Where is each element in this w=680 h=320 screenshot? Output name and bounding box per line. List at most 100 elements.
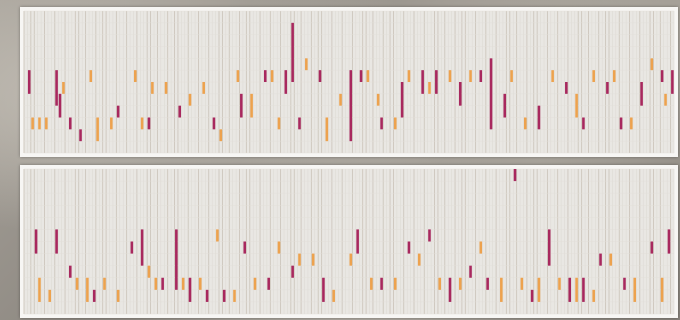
data-segment bbox=[366, 70, 370, 82]
data-segment bbox=[486, 277, 489, 290]
data-segment bbox=[318, 70, 322, 82]
data-segment bbox=[305, 58, 308, 71]
data-segment bbox=[609, 253, 613, 266]
data-segment bbox=[161, 277, 164, 290]
data-segment bbox=[356, 229, 359, 254]
data-segment bbox=[592, 289, 595, 302]
data-segment bbox=[479, 241, 483, 254]
data-segment bbox=[339, 93, 342, 106]
data-segment bbox=[175, 229, 178, 290]
data-segment bbox=[537, 105, 541, 130]
data-segment bbox=[489, 58, 493, 130]
chart-panel-bottom bbox=[20, 165, 678, 318]
data-segment bbox=[325, 117, 329, 142]
data-segment bbox=[154, 277, 158, 290]
data-segment bbox=[582, 117, 585, 130]
data-segment bbox=[79, 129, 82, 142]
data-segment bbox=[92, 289, 96, 302]
data-segment bbox=[147, 117, 151, 130]
data-segment bbox=[68, 265, 72, 278]
data-segment bbox=[311, 253, 315, 266]
data-segment bbox=[458, 82, 462, 106]
data-segment bbox=[380, 277, 383, 290]
data-segment bbox=[448, 70, 452, 82]
data-segment bbox=[359, 70, 363, 82]
data-segment bbox=[68, 117, 72, 130]
data-segment bbox=[298, 253, 301, 266]
data-segment bbox=[349, 70, 353, 142]
data-segment bbox=[421, 70, 424, 94]
data-segment bbox=[38, 277, 41, 302]
data-segment bbox=[270, 70, 274, 82]
data-segment bbox=[277, 117, 281, 130]
data-segment bbox=[599, 253, 602, 266]
data-segment bbox=[393, 117, 397, 130]
data-segment bbox=[575, 93, 578, 118]
data-segment bbox=[537, 277, 541, 302]
chart-bottom-svg bbox=[23, 168, 675, 315]
data-segment bbox=[332, 289, 335, 302]
data-segment bbox=[89, 70, 93, 82]
chart-panel-top bbox=[20, 7, 678, 157]
data-segment bbox=[523, 117, 527, 130]
series-crimson bbox=[34, 169, 671, 302]
data-segment bbox=[34, 229, 38, 254]
data-segment bbox=[267, 277, 270, 290]
data-segment bbox=[45, 117, 48, 130]
data-segment bbox=[263, 70, 267, 82]
gridlines bbox=[23, 10, 675, 154]
data-segment bbox=[349, 253, 353, 266]
data-segment bbox=[31, 117, 34, 130]
gridlines bbox=[23, 168, 675, 315]
data-segment bbox=[575, 277, 578, 302]
data-segment bbox=[551, 70, 554, 82]
data-segment bbox=[435, 70, 438, 94]
data-segment bbox=[503, 93, 507, 118]
data-segment bbox=[513, 169, 517, 182]
data-segment bbox=[233, 289, 236, 302]
data-segment bbox=[630, 117, 633, 130]
data-segment bbox=[103, 277, 106, 290]
data-segment bbox=[140, 229, 144, 266]
data-segment bbox=[151, 82, 154, 94]
data-segment bbox=[178, 105, 182, 118]
data-segment bbox=[277, 241, 281, 254]
data-segment bbox=[623, 277, 626, 290]
data-segment bbox=[660, 70, 664, 82]
data-segment bbox=[530, 289, 534, 302]
data-segment bbox=[417, 253, 421, 266]
data-segment bbox=[370, 277, 373, 290]
data-segment bbox=[592, 70, 595, 82]
data-segment bbox=[458, 277, 462, 290]
data-segment bbox=[428, 82, 431, 94]
data-segment bbox=[376, 93, 380, 106]
data-segment bbox=[520, 277, 524, 290]
data-segment bbox=[606, 82, 609, 94]
data-segment bbox=[243, 241, 247, 254]
data-segment bbox=[198, 277, 202, 290]
data-segment bbox=[86, 277, 89, 302]
data-segment bbox=[650, 58, 654, 71]
data-segment bbox=[619, 117, 623, 130]
data-segment bbox=[568, 277, 572, 302]
data-segment bbox=[216, 229, 219, 242]
data-segment bbox=[181, 277, 185, 290]
data-segment bbox=[236, 70, 240, 82]
data-segment bbox=[547, 229, 551, 266]
data-segment bbox=[380, 117, 383, 130]
data-segment bbox=[55, 70, 58, 106]
data-segment bbox=[140, 117, 144, 130]
data-segment bbox=[116, 105, 120, 118]
data-segment bbox=[448, 277, 452, 302]
data-segment bbox=[253, 277, 257, 290]
data-segment bbox=[640, 82, 643, 106]
data-segment bbox=[400, 82, 404, 118]
data-segment bbox=[469, 70, 472, 82]
data-segment bbox=[633, 277, 637, 302]
data-segment bbox=[38, 117, 41, 130]
data-segment bbox=[298, 117, 301, 130]
data-segment bbox=[188, 277, 192, 302]
data-segment bbox=[240, 93, 243, 118]
data-segment bbox=[291, 265, 294, 278]
data-segment bbox=[667, 229, 671, 254]
